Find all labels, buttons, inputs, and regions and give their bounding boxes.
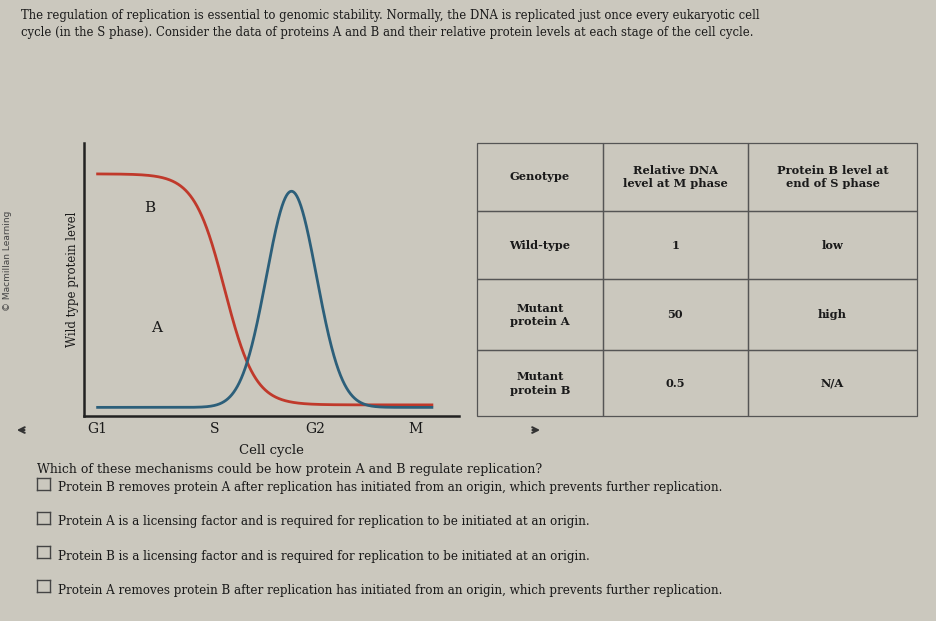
Text: The regulation of replication is essential to genomic stability. Normally, the D: The regulation of replication is essenti… xyxy=(21,9,759,39)
Y-axis label: Wild type protein level: Wild type protein level xyxy=(66,212,79,347)
Text: Protein B level at
end of S phase: Protein B level at end of S phase xyxy=(777,165,888,189)
Text: Which of these mechanisms could be how protein A and B regulate replication?: Which of these mechanisms could be how p… xyxy=(37,463,543,476)
Text: Mutant
protein A: Mutant protein A xyxy=(510,302,570,327)
Bar xyxy=(477,211,603,279)
Bar xyxy=(748,279,917,350)
Text: high: high xyxy=(818,309,847,320)
Bar xyxy=(603,350,748,416)
Bar xyxy=(603,143,748,211)
Text: Wild-type: Wild-type xyxy=(509,240,571,251)
Text: B: B xyxy=(144,201,155,215)
Text: N/A: N/A xyxy=(821,378,844,389)
Text: Genotype: Genotype xyxy=(510,171,570,183)
Text: Protein B removes protein A after replication has initiated from an origin, whic: Protein B removes protein A after replic… xyxy=(58,481,723,494)
Text: Protein B is a licensing factor and is required for replication to be initiated : Protein B is a licensing factor and is r… xyxy=(58,550,590,563)
Text: A: A xyxy=(151,320,162,335)
Text: 50: 50 xyxy=(667,309,683,320)
X-axis label: Cell cycle: Cell cycle xyxy=(239,444,304,457)
Text: Mutant
protein B: Mutant protein B xyxy=(510,371,570,396)
Text: Protein A removes protein B after replication has initiated from an origin, whic: Protein A removes protein B after replic… xyxy=(58,584,723,597)
Text: 0.5: 0.5 xyxy=(665,378,685,389)
Text: © Macmillan Learning: © Macmillan Learning xyxy=(3,211,12,311)
Text: Relative DNA
level at M phase: Relative DNA level at M phase xyxy=(623,165,727,189)
Bar xyxy=(748,211,917,279)
Text: Protein A is a licensing factor and is required for replication to be initiated : Protein A is a licensing factor and is r… xyxy=(58,515,590,528)
Bar xyxy=(477,143,603,211)
Bar xyxy=(748,143,917,211)
Bar xyxy=(748,350,917,416)
Text: 1: 1 xyxy=(671,240,680,251)
Text: low: low xyxy=(822,240,843,251)
Bar xyxy=(603,279,748,350)
Bar xyxy=(477,279,603,350)
Bar xyxy=(477,350,603,416)
Bar xyxy=(603,211,748,279)
